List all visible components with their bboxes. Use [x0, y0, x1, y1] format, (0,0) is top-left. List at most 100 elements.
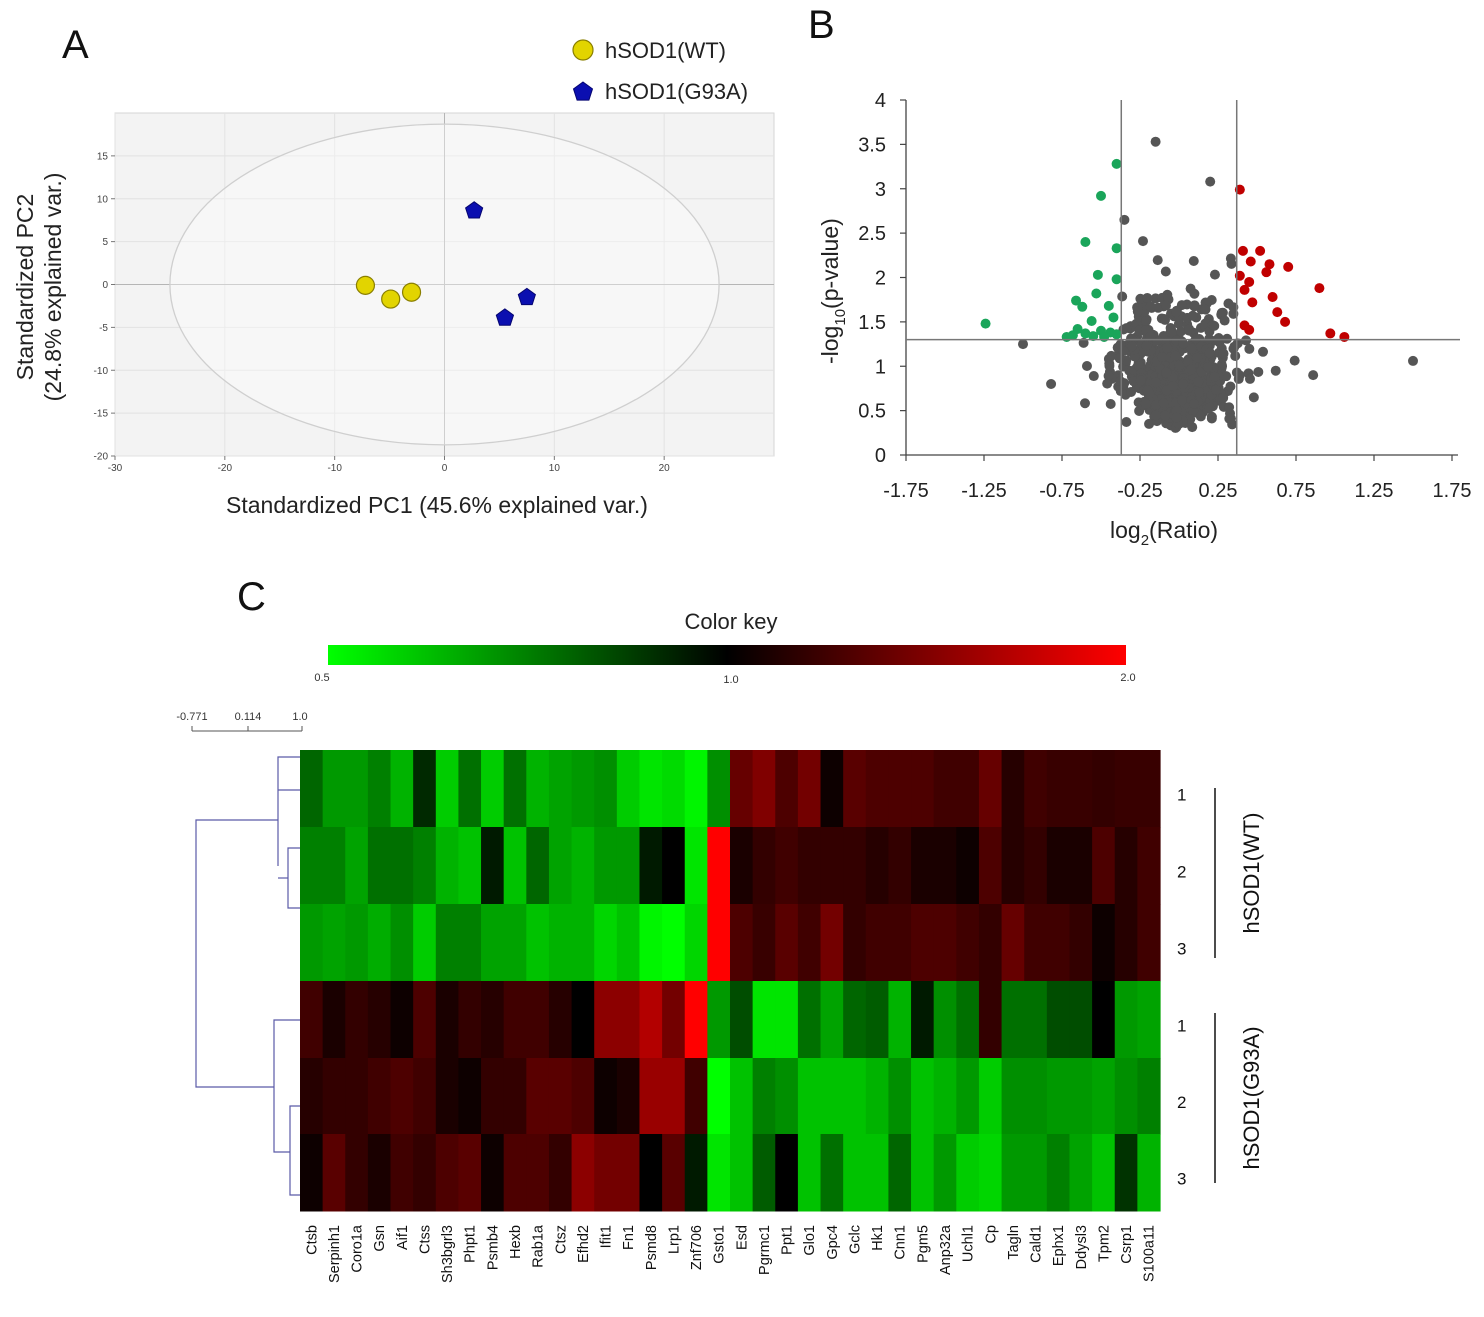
color-key-tick-mid: 1.0: [723, 674, 738, 686]
volcano-point-ns: [1200, 304, 1211, 315]
volcano-point-ns: [1204, 347, 1215, 358]
heatmap-cell: [594, 1134, 618, 1212]
heatmap-cell: [345, 1134, 369, 1212]
dendrogram-scale: -0.771 0.114 1.0: [176, 711, 308, 732]
heatmap-cell: [1046, 827, 1071, 905]
heatmap-cell: [1114, 827, 1138, 905]
heatmap-cell: [322, 981, 346, 1059]
volcano-point-down: [1088, 331, 1099, 342]
volcano-point-down: [1061, 331, 1072, 342]
pca-x-tick-label: -30: [108, 463, 123, 474]
heatmap-cell: [458, 1058, 482, 1135]
gene-label: S100a11: [1142, 1225, 1158, 1282]
heatmap-cell: [1137, 827, 1161, 905]
heatmap-cell: [571, 904, 595, 982]
heatmap-cell: [752, 1058, 776, 1135]
heatmap-cell: [1001, 1058, 1025, 1135]
volcano-point-down: [1086, 315, 1097, 326]
heatmap-cell: [1137, 1058, 1161, 1135]
volcano-y-tick-label: 0: [875, 445, 886, 467]
gene-label: Znf706: [689, 1225, 705, 1270]
volcano-point-ns: [1221, 371, 1232, 382]
heatmap-cell: [481, 904, 505, 982]
gene-label: Phpt1: [463, 1225, 479, 1263]
heatmap-cell: [820, 750, 844, 828]
heatmap-cell: [435, 827, 460, 905]
pca-y-ticks: -20 -15 -10 -5 0 5 10 15: [94, 151, 115, 463]
pca-x-ticks: -30 -20 -10 0 10 20: [108, 456, 670, 474]
dendro-branch: [273, 1019, 300, 1153]
heatmap-cell: [775, 904, 799, 982]
dendrogram-scale-mid: 0.114: [235, 711, 262, 723]
volcano-point-down: [1080, 237, 1091, 247]
heatmap-cell: [752, 1134, 776, 1212]
heatmap-cell: [1092, 827, 1116, 905]
heatmap-cell: [1046, 981, 1071, 1059]
volcano-downregulated-points: [980, 158, 1122, 342]
pca-legend: hSOD1(WT) hSOD1(G93A): [572, 38, 748, 104]
heatmap-row-labels: 1 2 3 1 2 3: [1177, 786, 1186, 1189]
heatmap-cell: [322, 1134, 346, 1212]
volcano-point-ns: [1224, 413, 1235, 424]
volcano-upregulated-points: [1234, 184, 1350, 342]
heatmap-cell: [322, 750, 346, 828]
volcano-point-up: [1314, 283, 1325, 294]
volcano-point-up: [1267, 292, 1278, 303]
gene-label: Ppt1: [780, 1225, 796, 1255]
heatmap-cell: [526, 904, 550, 982]
heatmap-cell: [933, 750, 957, 828]
heatmap-cell: [481, 1058, 505, 1135]
heatmap-cell: [367, 904, 392, 982]
heatmap-cell: [1137, 981, 1161, 1059]
heatmap-cell: [322, 904, 346, 982]
volcano-point-ns: [1188, 256, 1199, 267]
volcano-point-up: [1255, 245, 1266, 256]
volcano-x-tick-label: -1.75: [883, 480, 929, 502]
volcano-point-ns: [1189, 288, 1200, 299]
heatmap-cell: [684, 827, 708, 905]
pca-x-tick-label: -20: [218, 463, 233, 474]
heatmap-cell: [367, 827, 392, 905]
volcano-point-ns: [1211, 384, 1222, 395]
volcano-point-up: [1245, 256, 1256, 267]
heatmap-cell: [639, 1134, 663, 1212]
volcano-point-ns: [1150, 377, 1161, 388]
volcano-y-tick-label: 3: [875, 179, 886, 201]
heatmap-cells: [300, 750, 1161, 1212]
volcano-point-ns: [1219, 315, 1230, 326]
heatmap-cell: [956, 1058, 980, 1135]
volcano-point-ns: [1145, 331, 1156, 342]
heatmap-cell: [684, 1134, 708, 1212]
heatmap-cell: [933, 1058, 957, 1135]
volcano-point-ns: [1218, 348, 1229, 359]
heatmap-cell: [752, 827, 776, 905]
heatmap-cell: [662, 827, 686, 905]
gene-label: Uchl1: [961, 1225, 977, 1262]
heatmap-cell: [775, 750, 799, 828]
heatmap-cell: [843, 827, 867, 905]
heatmap-cell: [956, 981, 980, 1059]
heatmap-cell: [707, 750, 731, 828]
heatmap-cell: [707, 1058, 731, 1135]
heatmap-cell: [797, 904, 822, 982]
heatmap-cell: [1092, 1058, 1116, 1135]
heatmap-cell: [322, 827, 346, 905]
volcano-point-ns: [1270, 365, 1281, 376]
heatmap-cell: [367, 750, 392, 828]
heatmap-cell: [616, 981, 641, 1059]
legend-g93a-marker: [572, 81, 594, 101]
volcano-point-ns: [1142, 292, 1153, 303]
volcano-point-ns: [1289, 355, 1300, 366]
heatmap-cell: [797, 750, 822, 828]
volcano-point-ns: [1128, 376, 1139, 387]
heatmap-cell: [367, 981, 392, 1059]
color-key-tick-high: 2.0: [1120, 672, 1135, 684]
volcano-point-ns: [1187, 310, 1198, 321]
gene-label: Gclc: [848, 1225, 864, 1254]
heatmap-cell: [300, 827, 324, 905]
heatmap-cell: [548, 1134, 573, 1212]
pca-confidence-ellipse: [169, 123, 720, 446]
gene-label: Cnn1: [893, 1225, 909, 1260]
volcano-point-ns: [1162, 343, 1173, 354]
heatmap-cell: [843, 750, 867, 828]
